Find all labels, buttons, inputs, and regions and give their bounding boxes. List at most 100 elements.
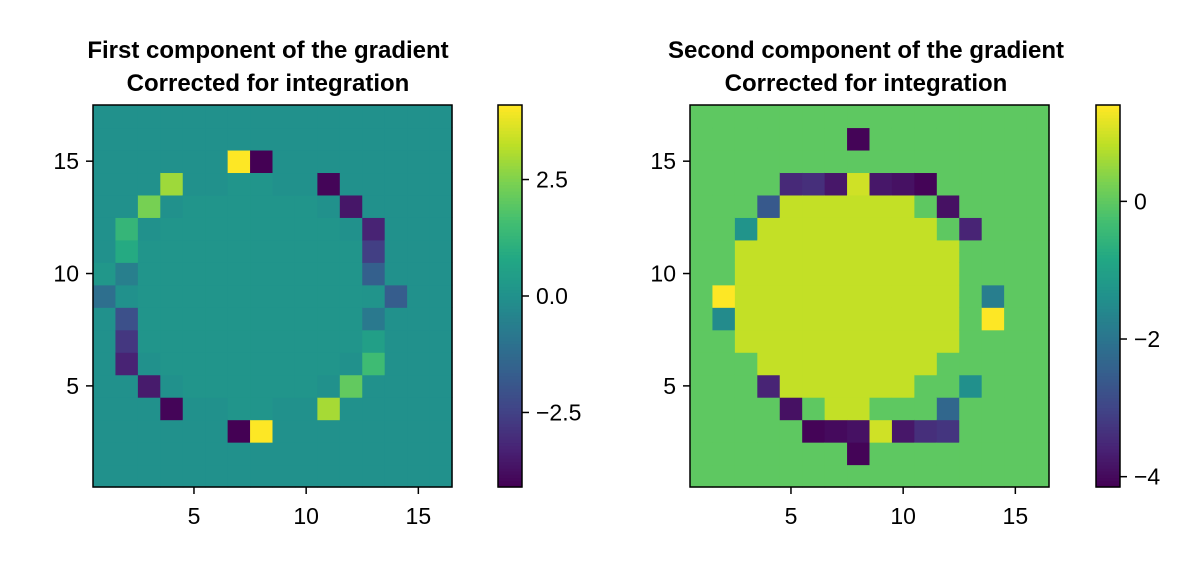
heatmap-cell [690,194,714,218]
heatmap-cell [1004,262,1028,286]
heatmap-cell [272,194,296,218]
colorbar-segment [1096,120,1120,125]
heatmap-cell [250,262,274,286]
y-tick-label: 15 [53,148,79,174]
colorbar-segment [1096,213,1120,218]
colorbar-segment [498,206,522,211]
colorbar-segment [498,127,522,132]
heatmap-cell [1026,217,1050,241]
heatmap-cell [250,149,274,174]
heatmap-cell [847,262,871,286]
heatmap-cell [779,397,803,421]
heatmap-cell [1026,149,1050,174]
heatmap-cell [959,239,983,263]
heatmap-cell [981,464,1005,488]
heatmap-cell [182,217,206,241]
colorbar-segment [498,283,522,288]
colorbar-segment [1096,210,1120,214]
heatmap-cell [317,374,341,398]
colorbar-segment [1096,324,1120,329]
heatmap-cell [407,127,431,151]
heatmap-cell [160,442,184,466]
heatmap-cell [317,397,341,421]
heatmap-cell [272,464,296,488]
colorbar-segment [1096,436,1120,440]
colorbar-segment [498,264,522,268]
heatmap-cell [407,239,431,263]
heatmap-cell [115,172,139,196]
heatmap-cell [429,127,453,151]
heatmap-cell [362,374,386,398]
heatmap-cell [1004,284,1028,308]
heatmap-cell [779,329,803,353]
heatmap-cell [847,149,871,174]
heatmap-cell [362,262,386,286]
colorbar-segment [498,483,522,488]
heatmap-cell [317,217,341,241]
heatmap-cell [690,239,714,263]
heatmap-cell [429,105,453,129]
heatmap-cell [824,419,848,443]
heatmap-cell [362,307,386,331]
colorbar-segment [498,356,522,361]
heatmap-cell [339,442,363,466]
heatmap-cell [779,284,803,308]
heatmap-cell [914,329,938,353]
colorbar-segment [498,260,522,265]
colorbar-segment [1096,286,1120,291]
heatmap-cell [847,194,871,218]
heatmap-cell [294,352,318,376]
colorbar-segment [498,276,522,281]
colorbar-segment [498,149,522,154]
colorbar-segment [498,477,522,482]
heatmap-cell [407,172,431,196]
heatmap-cell [227,217,251,241]
heatmap-cell [205,307,229,331]
colorbar-segment [1096,222,1120,227]
heatmap-cell [272,172,296,196]
colorbar-segment [1096,464,1120,469]
heatmap-cell [160,374,184,398]
heatmap-cell [272,105,296,129]
heatmap-cell [712,149,736,174]
heatmap-cell [227,194,251,218]
heatmap-cell [690,329,714,353]
heatmap-cell [294,307,318,331]
heatmap-cell [891,307,915,331]
heatmap-cell [959,442,983,466]
heatmap-cell [802,397,826,421]
colorbar-segment [1096,133,1120,138]
colorbar-segment [498,458,522,463]
heatmap-cell [137,352,161,376]
colorbar-segment [498,385,522,389]
colorbar-segment [1096,480,1120,485]
heatmap-cell [250,172,274,196]
heatmap-cell [227,397,251,421]
heatmap-cell [137,262,161,286]
colorbar-segment [498,165,522,170]
colorbar-segment [498,216,522,221]
heatmap-cell [407,284,431,308]
heatmap-cell [407,352,431,376]
heatmap-cell [137,217,161,241]
heatmap-cell [250,307,274,331]
heatmap-cell [294,329,318,353]
heatmap-cell [779,419,803,443]
heatmap-cell [914,397,938,421]
heatmap-cell [734,397,758,421]
colorbar-segment [498,197,522,202]
heatmap-cell [160,262,184,286]
colorbar-segment [1096,353,1120,358]
heatmap-cell [227,464,251,488]
heatmap-cell [339,217,363,241]
heatmap-cell [734,172,758,196]
colorbar-segment [1096,448,1120,453]
heatmap-cell [690,442,714,466]
colorbar-segment [1096,385,1120,389]
colorbar-segment [1096,260,1120,265]
heatmap-cell [182,329,206,353]
colorbar-segment [1096,105,1120,109]
heatmap-cell [272,329,296,353]
heatmap-cell [847,307,871,331]
heatmap-cell [384,127,408,151]
